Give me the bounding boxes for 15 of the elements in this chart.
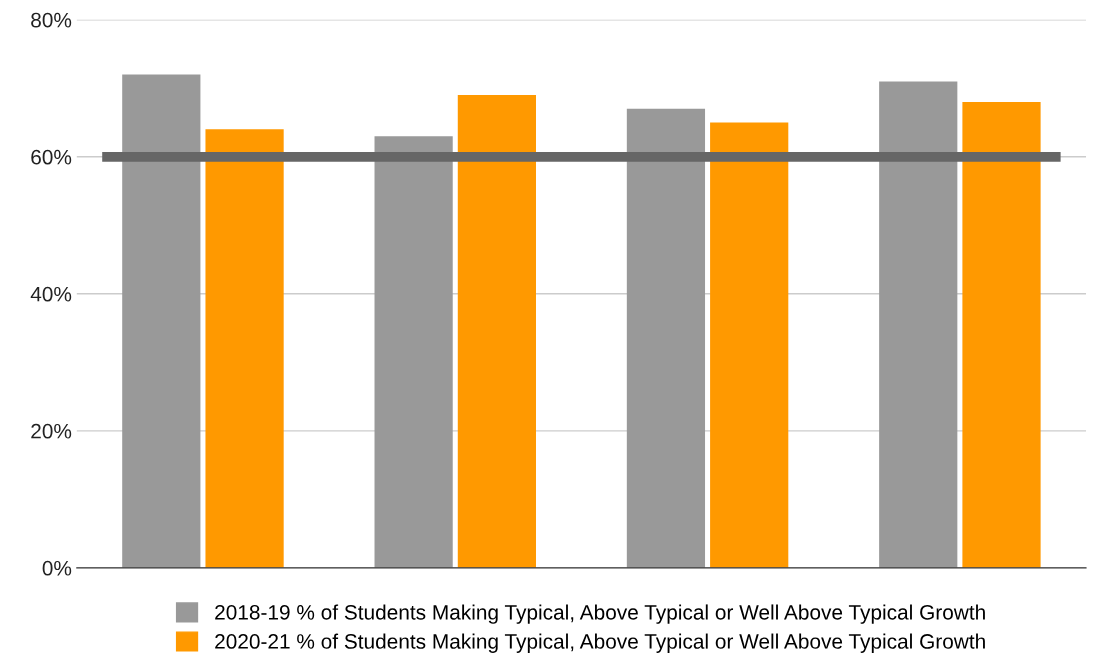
bar xyxy=(710,122,789,568)
y-tick-label: 60% xyxy=(31,149,72,165)
legend-label: 2020-21 % of Students Making Typical, Above Typical or Well Above Typical Growth xyxy=(215,633,985,653)
bar xyxy=(205,129,284,568)
y-tick-label: 40% xyxy=(30,286,72,302)
bar xyxy=(457,95,536,568)
y-tick-label: 80% xyxy=(31,12,72,28)
bar xyxy=(879,81,958,568)
legend-label: 2018-19 % of Students Making Typical, Above Typical or Well Above Typical Growth xyxy=(215,604,985,624)
bar xyxy=(962,101,1041,568)
bar xyxy=(626,108,706,568)
bar xyxy=(374,136,453,568)
y-tick-label: 0% xyxy=(42,560,72,576)
y-tick-label: 20% xyxy=(31,423,72,439)
bar xyxy=(122,74,201,568)
